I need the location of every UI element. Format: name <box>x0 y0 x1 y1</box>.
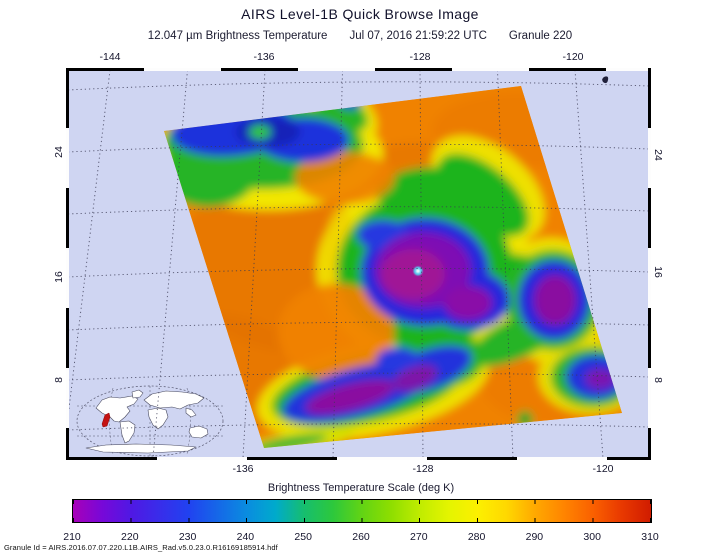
colorbar-ticks-top <box>73 500 651 504</box>
axis-label-left-2: 8 <box>53 377 65 383</box>
granule-footprint-marker <box>101 412 111 428</box>
satellite-swath-map <box>68 70 649 458</box>
axis-label-top-1: -136 <box>253 51 275 63</box>
axis-label-bottom-2: -120 <box>592 463 614 475</box>
colorbar <box>72 499 652 523</box>
page-title: AIRS Level-1B Quick Browse Image <box>241 6 479 22</box>
colorbar-label-280: 280 <box>467 531 486 543</box>
island-outline <box>602 76 609 84</box>
colorbar-label-230: 230 <box>178 531 197 543</box>
map-border-top <box>67 68 650 71</box>
map-border-right <box>648 68 651 460</box>
subtitle-datetime: Jul 07, 2016 21:59:22 UTC <box>349 30 487 42</box>
colorbar-label-290: 290 <box>525 531 544 543</box>
subtitle-wavelength: 12.047 µm Brightness Temperature <box>147 30 328 42</box>
world-inset-map <box>76 385 224 457</box>
axis-label-top-2: -128 <box>409 51 431 63</box>
colorbar-label-220: 220 <box>121 531 139 543</box>
axis-label-right-0: 24 <box>652 149 664 161</box>
map-border-bottom <box>67 457 650 460</box>
axis-label-top-3: -120 <box>562 51 584 63</box>
subtitle: 12.047 µm Brightness Temperature Jul 07,… <box>0 30 720 42</box>
axis-label-top-0: -144 <box>99 51 121 63</box>
subtitle-granule: Granule 220 <box>508 30 573 42</box>
hurricane-eye <box>413 266 423 276</box>
colorbar-label-210: 210 <box>63 531 81 543</box>
map-plot-area <box>66 68 651 460</box>
axis-label-right-1: 16 <box>652 266 664 278</box>
colorbar-label-260: 260 <box>352 531 370 543</box>
colorbar-label-270: 270 <box>410 531 428 543</box>
map-border-left <box>66 68 69 460</box>
axis-label-left-0: 24 <box>53 146 65 158</box>
colorbar-label-300: 300 <box>583 531 601 543</box>
granule-id: Granule Id = AIRS.2016.07.07.220.L1B.AIR… <box>4 543 278 552</box>
axis-label-bottom-0: -136 <box>232 463 254 475</box>
colorbar-label-240: 240 <box>236 531 255 543</box>
axis-label-bottom-1: -128 <box>412 463 434 475</box>
colorbar-ticks-bottom <box>73 518 651 522</box>
colorbar-label-250: 250 <box>294 531 312 543</box>
axis-label-right-2: 8 <box>652 377 664 383</box>
axis-label-left-1: 16 <box>53 271 65 283</box>
colorbar-title: Brightness Temperature Scale (deg K) <box>267 482 455 494</box>
colorbar-label-310: 310 <box>641 531 659 543</box>
graticule <box>68 70 649 458</box>
